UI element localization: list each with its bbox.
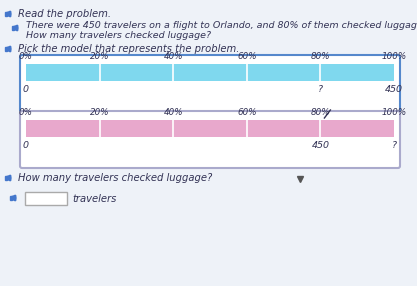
- Bar: [25, 192, 67, 205]
- Bar: [26, 120, 394, 137]
- Text: Pick the model that represents the problem.: Pick the model that represents the probl…: [18, 44, 239, 54]
- Text: 40%: 40%: [163, 52, 183, 61]
- Text: There were 450 travelers on a flight to Orlando, and 80% of them checked luggage: There were 450 travelers on a flight to …: [26, 21, 417, 31]
- Polygon shape: [8, 11, 11, 17]
- Text: How many travelers checked luggage?: How many travelers checked luggage?: [26, 31, 211, 41]
- Text: Read the problem.: Read the problem.: [18, 9, 111, 19]
- Text: 60%: 60%: [237, 108, 256, 117]
- FancyBboxPatch shape: [20, 111, 400, 168]
- Text: 0: 0: [23, 141, 29, 150]
- Text: 20%: 20%: [90, 52, 109, 61]
- Text: travelers: travelers: [72, 194, 116, 204]
- Text: 450: 450: [385, 85, 403, 94]
- Text: 60%: 60%: [237, 52, 256, 61]
- Polygon shape: [15, 25, 18, 31]
- FancyBboxPatch shape: [20, 55, 400, 112]
- Text: ?: ?: [392, 141, 397, 150]
- Text: How many travelers checked luggage?: How many travelers checked luggage?: [18, 173, 212, 183]
- Text: 0%: 0%: [19, 108, 33, 117]
- Text: 40%: 40%: [163, 108, 183, 117]
- Text: ?: ?: [318, 85, 323, 94]
- Text: 80%: 80%: [311, 108, 330, 117]
- Bar: [26, 64, 394, 81]
- Text: 100%: 100%: [382, 52, 407, 61]
- Bar: [12, 26, 15, 30]
- Text: 20%: 20%: [90, 108, 109, 117]
- Text: 100%: 100%: [382, 108, 407, 117]
- Bar: [10, 196, 13, 200]
- Polygon shape: [8, 175, 11, 181]
- Polygon shape: [13, 195, 16, 201]
- Polygon shape: [8, 46, 11, 52]
- Bar: [5, 47, 8, 51]
- Text: 80%: 80%: [311, 52, 330, 61]
- Bar: [5, 12, 8, 16]
- Text: 0%: 0%: [19, 52, 33, 61]
- Text: 0: 0: [23, 85, 29, 94]
- Text: 450: 450: [311, 141, 329, 150]
- Bar: [5, 176, 8, 180]
